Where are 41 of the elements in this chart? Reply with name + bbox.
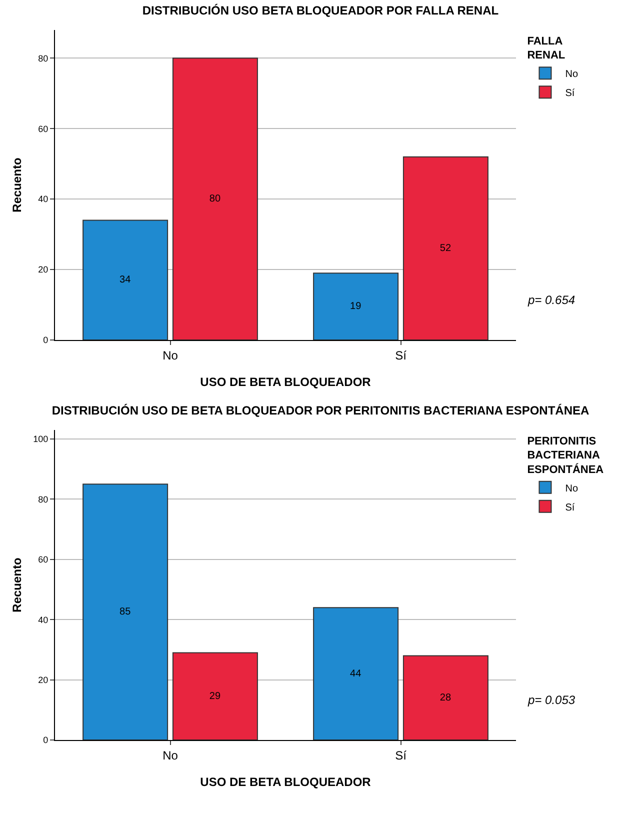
y-tick-label: 0 — [43, 735, 48, 746]
data-label: 28 — [440, 692, 452, 704]
data-label: 44 — [350, 668, 362, 680]
legend-label: Sí — [565, 88, 575, 99]
legend-label: No — [565, 483, 578, 494]
chart-title: DISTRIBUCIÓN USO DE BETA BLOQUEADOR POR PERITONITIS BACTERIANA ESPONTÁNEA — [52, 403, 590, 418]
bar — [402, 655, 488, 740]
chart-title: DISTRIBUCIÓN USO BETA BLOQUEADOR POR FALLA RENAL — [142, 3, 499, 18]
y-tick-label: 40 — [38, 194, 48, 204]
legend-label: No — [565, 69, 578, 80]
legend-title: FALLA RENAL — [527, 35, 566, 62]
data-label: 34 — [120, 274, 132, 286]
y-tick-label: 40 — [38, 614, 48, 625]
text: p= 0.654 — [527, 293, 576, 307]
y-tick-label: 60 — [38, 554, 48, 565]
y-tick-label: 100 — [33, 434, 48, 444]
bar — [82, 220, 168, 340]
y-tick-label: 20 — [38, 264, 48, 275]
bar — [82, 484, 168, 740]
x-axis-title: USO DE BETA BLOQUEADOR — [200, 375, 372, 389]
data-label: 29 — [209, 690, 221, 702]
data-label: 85 — [120, 606, 132, 618]
bar — [172, 58, 258, 340]
data-label: 19 — [350, 301, 362, 312]
bar — [402, 156, 488, 340]
y-tick-label: 80 — [38, 53, 48, 64]
bar — [313, 272, 399, 340]
y-tick-label: 60 — [38, 124, 48, 134]
data-label: 52 — [440, 242, 452, 254]
data-label: 80 — [209, 194, 221, 205]
y-axis-title: Recuento — [10, 158, 24, 212]
text: p= 0.053 — [527, 693, 576, 707]
legend-title: PERITONITIS BACTERIANA ESPONTÁNEA — [527, 435, 604, 476]
bar — [313, 607, 399, 740]
y-tick-label: 0 — [43, 335, 48, 346]
y-axis-title: Recuento — [10, 558, 24, 612]
legend-label: Sí — [565, 502, 575, 514]
x-axis-title: USO DE BETA BLOQUEADOR — [200, 775, 372, 789]
bar — [172, 652, 258, 740]
y-tick-label: 80 — [38, 494, 48, 504]
y-tick-label: 20 — [38, 674, 48, 685]
